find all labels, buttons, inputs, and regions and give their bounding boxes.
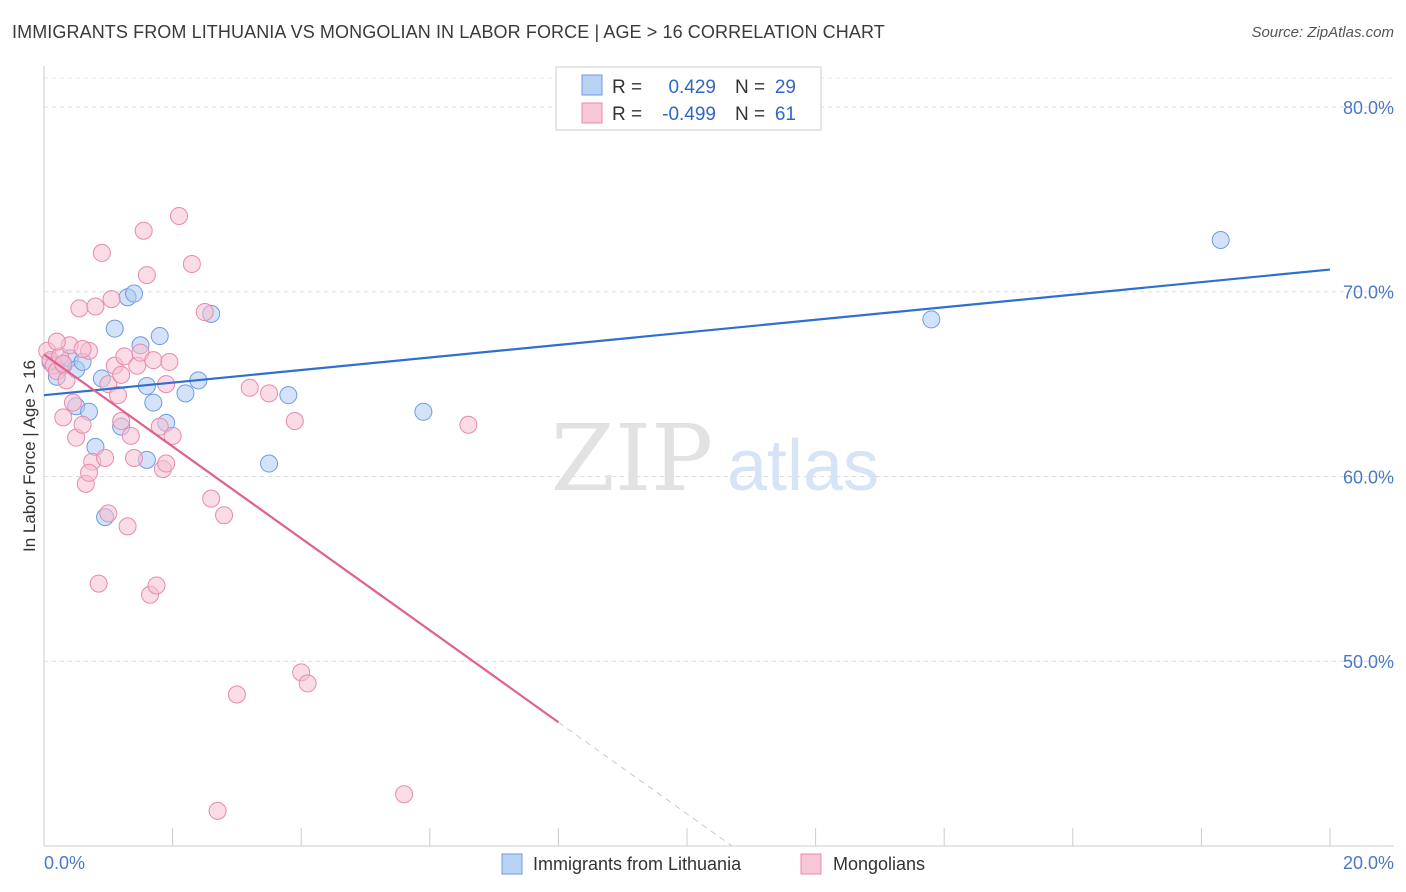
lithuania-point-24 xyxy=(260,454,279,473)
mongolians-point-22 xyxy=(108,386,127,405)
lithuania-point-11 xyxy=(105,319,124,338)
y-tick-label-3: 80.0% xyxy=(1343,98,1394,118)
lithuania-point-26 xyxy=(414,402,433,421)
lithuania-point-19 xyxy=(150,327,169,346)
legend-r-label-1: R = xyxy=(612,77,642,98)
mongolians-point-37 xyxy=(157,454,176,473)
tick-labels: 50.0% 60.0% 70.0% 80.0% xyxy=(1343,98,1394,672)
mongolians-point-49 xyxy=(285,412,304,431)
x-tick-label-max: 20.0% xyxy=(1343,853,1394,873)
mongolians-point-60 xyxy=(73,339,92,358)
mongolians-point-53 xyxy=(459,415,478,434)
mongolians-point-44 xyxy=(208,801,227,820)
mongolians-trend-line-extension xyxy=(558,721,733,847)
lithuania-point-25 xyxy=(279,386,298,405)
watermark-atlas: atlas xyxy=(727,426,879,506)
legend-bottom-label-mongolians: Mongolians xyxy=(833,854,925,874)
mongolians-point-35 xyxy=(150,417,169,436)
legend-bottom: Immigrants from Lithuania Mongolians xyxy=(501,853,925,875)
legend-swatch-lithuania xyxy=(581,74,603,96)
legend-n-value-2: 61 xyxy=(775,104,796,125)
mongolians-point-33 xyxy=(144,351,163,370)
legend-n-label-1: N = xyxy=(735,77,765,98)
lithuania-point-27 xyxy=(922,310,941,329)
mongolians-point-30 xyxy=(134,221,153,240)
watermark: ZIP atlas xyxy=(551,405,879,512)
mongolians-point-41 xyxy=(182,255,201,273)
mongolians-point-31 xyxy=(137,266,156,285)
y-tick-label-1: 60.0% xyxy=(1343,467,1394,487)
chart-title: IMMIGRANTS FROM LITHUANIA VS MONGOLIAN I… xyxy=(12,22,885,42)
mongolians-point-25 xyxy=(118,517,137,536)
mongolians-point-18 xyxy=(96,449,115,467)
legend-swatch-mongolians xyxy=(581,102,603,124)
mongolians-point-40 xyxy=(170,206,189,225)
mongolians-point-15 xyxy=(86,297,105,316)
y-tick-label-2: 70.0% xyxy=(1343,283,1394,303)
legend-bottom-swatch-mongolians xyxy=(800,853,822,875)
mongolians-point-16 xyxy=(89,574,108,593)
mongolians-point-34 xyxy=(147,576,166,595)
mongolians-point-47 xyxy=(240,378,259,397)
mongolians-point-11 xyxy=(73,415,92,434)
mongolians-point-52 xyxy=(395,785,414,804)
mongolians-point-17 xyxy=(92,243,111,262)
legend-top: R = 0.429 N = 29 R = -0.499 N = 61 xyxy=(555,66,822,131)
mongolians-point-56 xyxy=(112,365,131,384)
legend-n-value-1: 29 xyxy=(775,77,796,98)
mongolians-point-42 xyxy=(195,303,214,322)
legend-bottom-swatch-lithuania xyxy=(501,853,523,875)
series-mongolians-points xyxy=(38,206,478,820)
mongolians-point-45 xyxy=(215,506,234,525)
legend-n-label-2: N = xyxy=(735,104,765,125)
mongolians-point-48 xyxy=(260,384,279,403)
mongolians-point-23 xyxy=(112,412,131,431)
trend-lines xyxy=(43,268,1331,847)
mongolians-point-59 xyxy=(47,332,66,351)
mongolians-point-20 xyxy=(102,290,121,309)
mongolians-point-54 xyxy=(54,408,73,427)
y-tick-label-0: 50.0% xyxy=(1343,652,1394,672)
grid-lines xyxy=(44,77,1394,662)
legend-r-value-2: -0.499 xyxy=(662,104,716,125)
chart-source: Source: ZipAtlas.com xyxy=(1251,24,1394,41)
lithuania-point-21 xyxy=(176,384,195,403)
mongolians-trend-line xyxy=(43,353,560,724)
mongolians-point-27 xyxy=(125,449,144,467)
lithuania-point-14 xyxy=(125,284,144,303)
mongolians-point-43 xyxy=(202,489,221,508)
mongolians-point-51 xyxy=(298,674,317,693)
mongolians-point-46 xyxy=(227,685,246,704)
lithuania-point-17 xyxy=(144,393,163,412)
axes xyxy=(43,66,1394,847)
mongolians-point-26 xyxy=(121,426,140,445)
mongolians-point-8 xyxy=(63,393,82,412)
lithuania-trend-line xyxy=(43,268,1331,397)
lithuania-point-28 xyxy=(1211,230,1230,249)
mongolians-point-55 xyxy=(99,504,118,523)
legend-r-value-1: 0.429 xyxy=(668,77,716,98)
mongolians-point-10 xyxy=(70,299,89,318)
mongolians-point-57 xyxy=(80,463,99,482)
legend-r-label-2: R = xyxy=(612,104,642,125)
legend-bottom-label-lithuania: Immigrants from Lithuania xyxy=(533,854,742,874)
watermark-zip: ZIP xyxy=(551,405,713,512)
mongolians-point-39 xyxy=(163,426,182,445)
x-tick-label-min: 0.0% xyxy=(44,853,85,873)
y-axis-label: In Labor Force | Age > 16 xyxy=(20,360,39,552)
mongolians-point-38 xyxy=(160,352,179,371)
